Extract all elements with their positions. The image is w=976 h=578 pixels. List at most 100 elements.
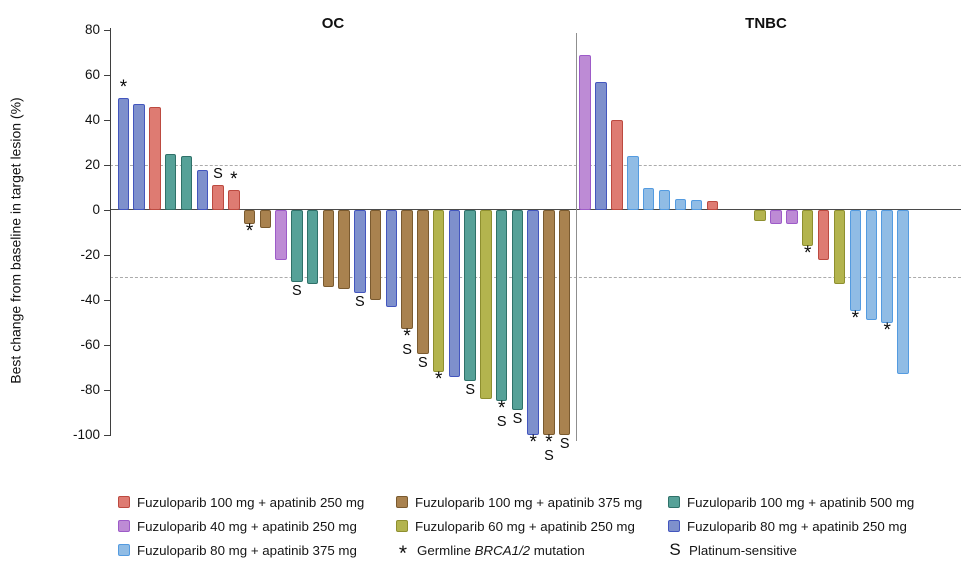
bar: [754, 210, 766, 222]
platinum-sensitive-marker: S: [459, 383, 481, 398]
bar: [558, 210, 571, 435]
legend-swatch: [668, 520, 680, 532]
s-glyph: S: [213, 166, 223, 183]
legend-item-label: Germline BRCA1/2 mutation: [417, 542, 585, 558]
asterisk-glyph: *: [529, 432, 537, 453]
asterisk-glyph: *: [403, 326, 411, 348]
group-title-tnbc: TNBC: [745, 15, 787, 32]
bar: [690, 199, 703, 210]
s-legend-symbol: S: [669, 540, 681, 559]
bar: [133, 104, 145, 210]
bar: [495, 210, 508, 402]
bar: [865, 210, 877, 321]
bar: [338, 210, 350, 289]
germline-mutation-marker: *: [797, 243, 819, 264]
bar: [511, 210, 524, 411]
germline-mutation-marker: *: [844, 308, 866, 330]
bar: [770, 210, 782, 224]
bar: [642, 187, 655, 210]
legend-item-label: Fuzuloparib 100 mg + apatinib 250 mg: [137, 494, 365, 510]
asterisk-glyph: *: [434, 369, 443, 390]
y-tick-label: 80: [84, 22, 100, 37]
germline-mutation-marker: *: [522, 432, 544, 453]
y-tick-mark: [104, 434, 110, 436]
legend-swatch: [118, 520, 130, 532]
bar: [527, 210, 539, 435]
asterisk-glyph: *: [497, 398, 506, 420]
bar: [448, 210, 461, 377]
platinum-sensitive-marker: S: [207, 167, 229, 182]
legend-item-label: Platinum-sensitive: [689, 542, 797, 558]
y-tick-label: -80: [80, 382, 100, 397]
s-glyph: S: [512, 411, 523, 428]
platinum-sensitive-marker: S: [554, 437, 576, 452]
y-tick-label: 0: [92, 202, 100, 217]
bar: [369, 210, 382, 300]
y-tick-mark: [104, 119, 110, 121]
y-tick-mark: [104, 164, 110, 166]
y-tick-mark: [104, 299, 110, 301]
legend-item-label: Fuzuloparib 80 mg + apatinib 375 mg: [137, 542, 357, 558]
bar: [881, 210, 893, 323]
germline-mutation-marker: *: [223, 168, 245, 190]
legend-item-label: Fuzuloparib 100 mg + apatinib 375 mg: [415, 494, 643, 510]
bar: [706, 201, 718, 210]
legend-item: Fuzuloparib 80 mg + apatinib 250 mg: [668, 518, 907, 534]
bar: [817, 210, 830, 260]
germline-mutation-marker: *: [876, 321, 898, 340]
y-axis-line: [110, 28, 111, 436]
bar: [180, 156, 193, 210]
asterisk-glyph: *: [851, 308, 860, 330]
bar: [897, 210, 909, 375]
asterisk-glyph: *: [545, 432, 553, 453]
legend-item-label: Fuzuloparib 40 mg + apatinib 250 mg: [137, 518, 357, 534]
platinum-sensitive-marker: S: [412, 356, 434, 371]
germline-mutation-marker: *: [112, 76, 134, 98]
bar: [196, 169, 208, 210]
bar: [611, 120, 623, 210]
bar: [401, 210, 413, 330]
legend-item: Fuzuloparib 80 mg + apatinib 375 mg: [118, 542, 357, 558]
y-tick-mark: [104, 74, 110, 76]
germline-mutation-marker: *: [239, 220, 261, 242]
s-glyph: S: [465, 382, 475, 398]
bar: [674, 198, 687, 210]
asterisk-glyph: *: [803, 243, 812, 264]
legend-item: Fuzuloparib 100 mg + apatinib 250 mg: [118, 494, 364, 510]
legend-item-label: Fuzuloparib 80 mg + apatinib 250 mg: [687, 518, 907, 534]
legend-item: Fuzuloparib 40 mg + apatinib 250 mg: [118, 518, 357, 534]
bar: [275, 210, 287, 260]
asterisk-glyph: *: [245, 220, 254, 242]
legend-item: * Germline BRCA1/2 mutation: [396, 542, 585, 565]
bar: [658, 189, 671, 210]
s-glyph: S: [291, 283, 302, 299]
bar: [354, 210, 366, 294]
asterisk-glyph: *: [119, 76, 128, 98]
asterisk-glyph: *: [230, 168, 238, 190]
bar: [627, 156, 639, 210]
legend-item: Fuzuloparib 100 mg + apatinib 500 mg: [668, 494, 914, 510]
bar: [480, 210, 492, 399]
bar: [306, 210, 319, 285]
y-tick-label: 40: [84, 112, 100, 127]
bar: [164, 153, 177, 210]
s-glyph: S: [355, 294, 365, 311]
s-glyph: S: [496, 414, 507, 431]
s-glyph: S: [418, 355, 428, 371]
y-tick-label: -40: [80, 292, 100, 307]
bar: [543, 210, 555, 435]
bar: [212, 185, 224, 210]
reference-line: [110, 164, 961, 166]
s-glyph: S: [559, 436, 570, 452]
germline-and-platinum-marker: * S: [396, 326, 418, 358]
asterisk-legend-symbol: *: [398, 542, 408, 565]
legend-swatch: [118, 544, 130, 556]
bar: [417, 210, 429, 354]
s-glyph: S: [544, 448, 554, 464]
y-tick-mark: [104, 209, 110, 211]
y-tick-label: -60: [80, 337, 100, 352]
bar: [117, 97, 130, 210]
panel-separator-line: [576, 33, 577, 441]
